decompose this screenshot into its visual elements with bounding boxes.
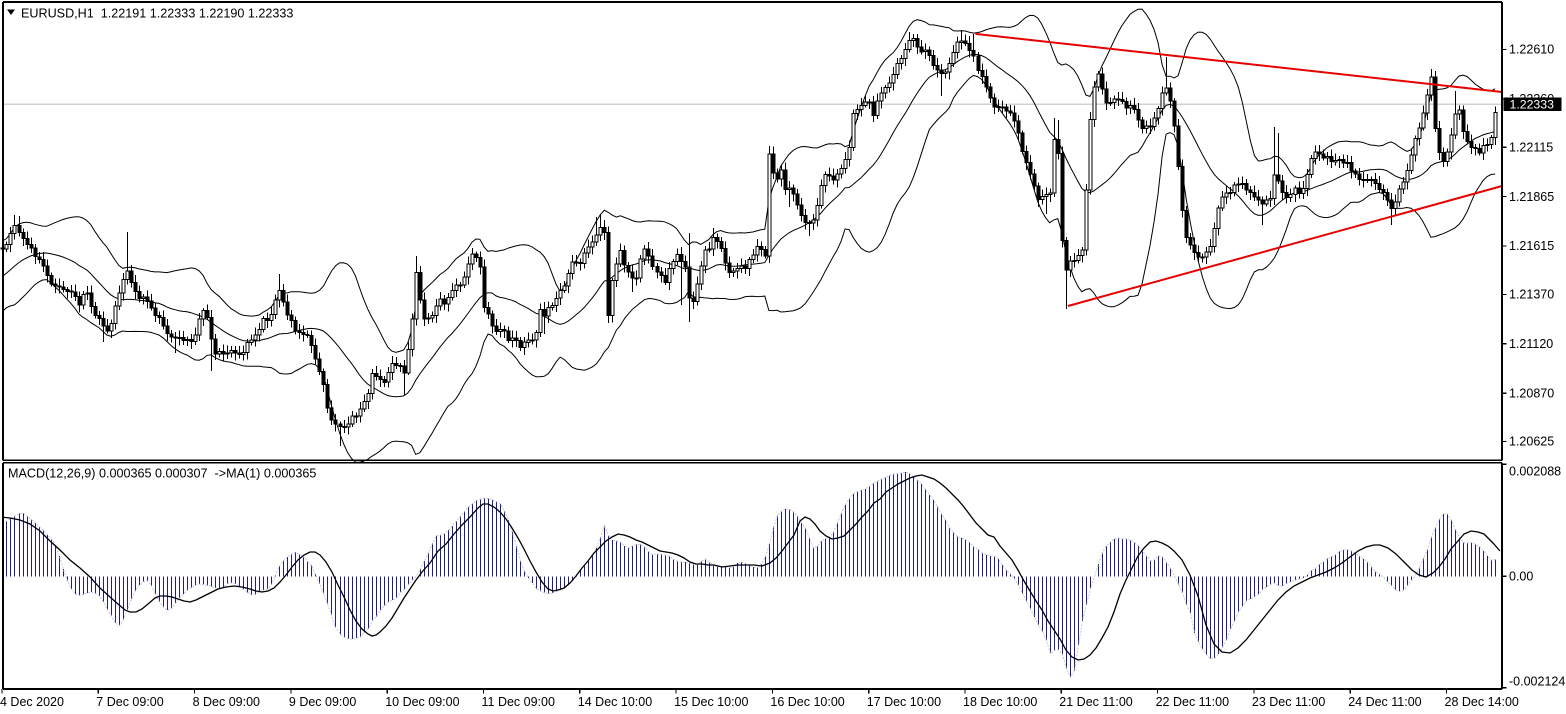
svg-text:1.21120: 1.21120 [1509,337,1553,351]
svg-text:-0.002124: -0.002124 [1509,675,1565,689]
svg-text:21 Dec 11:00: 21 Dec 11:00 [1059,695,1132,709]
svg-text:0.00: 0.00 [1509,570,1533,584]
svg-text:18 Dec 10:00: 18 Dec 10:00 [963,695,1037,709]
svg-text:7 Dec 09:00: 7 Dec 09:00 [96,695,163,709]
svg-text:EURUSD,H1 1.22191 1.22333 1.2: EURUSD,H1 1.22191 1.22333 1.22190 1.2233… [21,7,293,21]
svg-text:8 Dec 09:00: 8 Dec 09:00 [193,695,260,709]
svg-text:4 Dec 2020: 4 Dec 2020 [0,695,64,709]
svg-text:24 Dec 11:00: 24 Dec 11:00 [1348,695,1421,709]
svg-text:1.20625: 1.20625 [1509,435,1554,449]
svg-text:1.21865: 1.21865 [1509,190,1554,204]
svg-text:16 Dec 10:00: 16 Dec 10:00 [770,695,844,709]
svg-text:1.22115: 1.22115 [1509,141,1553,155]
svg-text:9 Dec 09:00: 9 Dec 09:00 [289,695,356,709]
svg-text:23 Dec 11:00: 23 Dec 11:00 [1252,695,1325,709]
svg-text:10 Dec 09:00: 10 Dec 09:00 [385,695,459,709]
svg-text:1.21370: 1.21370 [1509,288,1554,302]
svg-text:15 Dec 10:00: 15 Dec 10:00 [674,695,748,709]
svg-text:14 Dec 10:00: 14 Dec 10:00 [578,695,652,709]
svg-text:17 Dec 10:00: 17 Dec 10:00 [867,695,941,709]
svg-text:1.20870: 1.20870 [1509,386,1554,400]
svg-text:0.002088: 0.002088 [1509,465,1561,479]
svg-text:28 Dec 14:00: 28 Dec 14:00 [1445,695,1519,709]
svg-text:1.22610: 1.22610 [1509,43,1554,57]
svg-text:11 Dec 09:00: 11 Dec 09:00 [482,695,555,709]
svg-text:MACD(12,26,9) 0.000365 0.00030: MACD(12,26,9) 0.000365 0.000307 ->MA(1) … [8,467,316,481]
svg-text:1.21615: 1.21615 [1509,239,1554,253]
svg-text:1.22333: 1.22333 [1510,98,1555,112]
svg-text:22 Dec 11:00: 22 Dec 11:00 [1156,695,1229,709]
